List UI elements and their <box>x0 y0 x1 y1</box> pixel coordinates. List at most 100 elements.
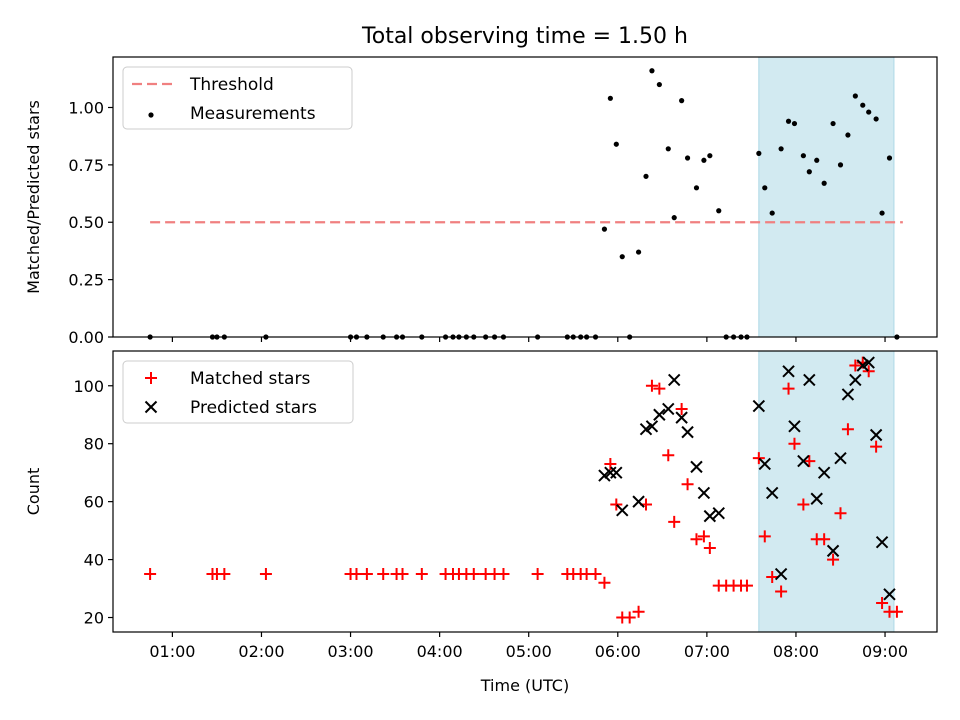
measurement-point <box>814 157 820 163</box>
legend-box <box>122 66 353 130</box>
predicted-point <box>849 373 862 387</box>
matched-point <box>775 585 788 598</box>
measurement-point <box>679 98 685 104</box>
matched-point <box>890 605 903 618</box>
matched-point <box>740 579 753 592</box>
matched-point <box>675 402 688 415</box>
y-tick-label: 1.00 <box>68 98 104 117</box>
measurement-point <box>716 208 722 214</box>
predicted-point <box>758 457 771 471</box>
measurement-point <box>785 118 792 124</box>
legend-measurement-swatch <box>148 112 154 118</box>
y-tick-label: 0.25 <box>68 271 104 290</box>
matched-point <box>144 568 157 581</box>
measurement-point <box>684 155 691 161</box>
predicted-point <box>653 408 666 421</box>
measurement-point <box>635 249 642 255</box>
measurement-point <box>665 146 671 152</box>
measurement-point <box>873 116 879 122</box>
measurement-point <box>656 81 662 88</box>
predicted-point <box>841 388 855 401</box>
x-axis-label: Time (UTC) <box>480 676 569 695</box>
measurement-point <box>643 173 649 179</box>
legend-label: Matched stars <box>190 369 310 389</box>
x-tick-label: 06:00 <box>595 642 641 661</box>
matched-point <box>766 570 779 583</box>
measurement-point <box>806 169 812 175</box>
x-tick-label: 08:00 <box>773 642 819 661</box>
predicted-point <box>869 428 883 442</box>
matched-point <box>396 568 409 581</box>
matched-point <box>782 382 795 395</box>
matched-point <box>788 437 801 450</box>
matched-point <box>697 530 710 543</box>
matched-point <box>668 515 681 528</box>
legend: Threshold Measurements <box>122 66 353 130</box>
legend-label: Measurements <box>190 104 316 124</box>
measurement-point <box>821 180 827 186</box>
observing-window-shade <box>758 56 895 338</box>
measurement-point <box>791 120 798 127</box>
matched-point <box>531 568 544 581</box>
axes-frame <box>112 56 938 338</box>
predicted-point <box>675 411 688 424</box>
series-predicted-stars <box>598 356 896 601</box>
matched-point <box>797 498 810 511</box>
x-tick-label: 07:00 <box>684 642 730 661</box>
measurement-point <box>671 215 677 221</box>
measurement-point <box>649 68 655 74</box>
predicted-point <box>610 466 623 479</box>
count-panel: 20 40 60 80 100 01:00 02:00 03:00 04:00 05:00 06:0… <box>24 350 938 695</box>
predicted-point <box>803 373 816 387</box>
matched-point <box>360 568 373 581</box>
matched-point <box>703 541 716 554</box>
y-tick-label: 100 <box>73 377 104 396</box>
matched-point <box>497 568 510 581</box>
predicted-point <box>668 373 681 387</box>
matched-point <box>350 568 363 581</box>
predicted-point <box>774 567 788 581</box>
figure-title: Total observing time = 1.50 h <box>361 24 688 49</box>
matched-point <box>834 507 847 520</box>
measurement-point <box>886 155 893 161</box>
predicted-point <box>856 359 869 372</box>
predicted-point <box>765 486 779 500</box>
predicted-point <box>645 420 659 433</box>
matched-point <box>598 576 611 589</box>
measurement-point <box>860 102 866 108</box>
observing-window-shade <box>758 350 895 633</box>
matched-point <box>623 611 636 624</box>
matched-point <box>632 605 645 618</box>
predicted-point <box>598 469 611 482</box>
y-tick-label: 40 <box>84 551 104 570</box>
predicted-point <box>752 399 766 413</box>
x-tick-label: 02:00 <box>238 642 284 661</box>
legend-predicted-swatch <box>144 400 158 414</box>
matched-point <box>415 568 428 581</box>
matched-point <box>849 359 862 372</box>
predicted-point <box>662 402 675 416</box>
predicted-point <box>862 356 875 369</box>
matched-point <box>690 533 703 546</box>
matched-point <box>758 530 771 543</box>
legend-box <box>122 360 354 424</box>
ratio-panel: 0.00 0.25 0.50 0.75 1.00 Matched/Predicted st… <box>24 56 938 347</box>
measurement-point <box>762 185 768 191</box>
matched-point <box>818 533 831 546</box>
x-tick-label: 09:00 <box>862 642 908 661</box>
measurement-point <box>879 210 885 216</box>
x-tick-label: 01:00 <box>149 642 195 661</box>
measurement-point <box>607 95 613 101</box>
matched-point <box>827 553 840 566</box>
matched-point <box>589 568 602 581</box>
predicted-point <box>797 454 810 468</box>
series-matched-stars <box>144 356 903 624</box>
predicted-point <box>810 492 823 505</box>
predicted-point <box>782 365 795 378</box>
predicted-point <box>639 423 653 436</box>
y-axis-label: Matched/Predicted stars <box>24 100 43 294</box>
matched-point <box>218 568 231 581</box>
predicted-point <box>697 486 711 500</box>
predicted-point <box>690 460 703 474</box>
